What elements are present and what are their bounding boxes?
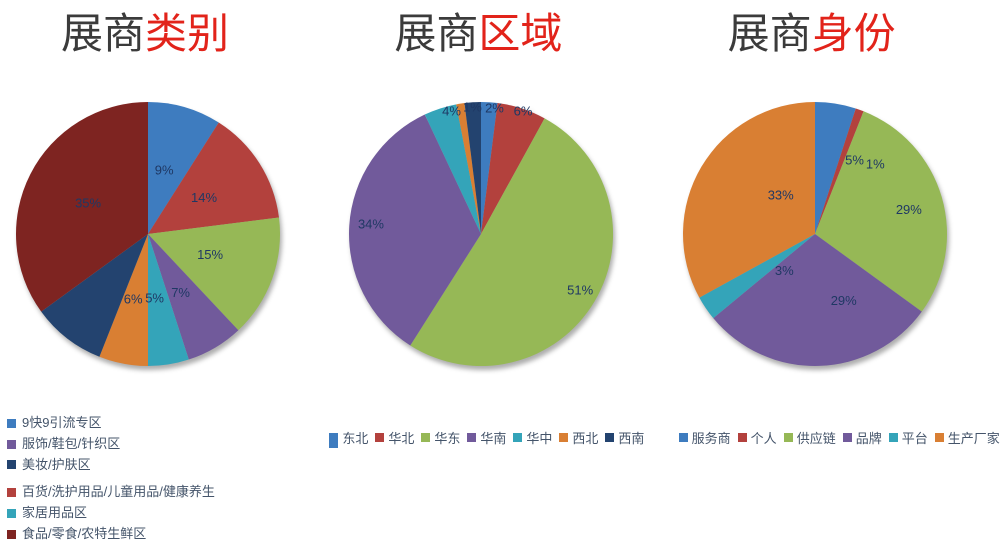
svg-text:2%: 2% [485,101,504,116]
svg-text:5%: 5% [845,153,864,168]
svg-text:35%: 35% [75,196,101,211]
svg-text:1%: 1% [866,156,885,171]
svg-text:9%: 9% [155,163,174,178]
svg-text:6%: 6% [514,104,533,119]
svg-text:34%: 34% [358,216,384,231]
svg-text:6%: 6% [124,291,143,306]
svg-text:5%: 5% [145,291,164,306]
svg-text:51%: 51% [567,282,593,297]
svg-text:1%: 1% [463,100,482,115]
svg-text:4%: 4% [442,104,461,119]
svg-text:14%: 14% [191,190,217,205]
svg-text:7%: 7% [171,285,190,300]
svg-text:3%: 3% [775,263,794,278]
svg-text:29%: 29% [830,293,856,308]
svg-text:33%: 33% [767,188,793,203]
svg-text:15%: 15% [197,247,223,262]
svg-text:29%: 29% [895,202,921,217]
